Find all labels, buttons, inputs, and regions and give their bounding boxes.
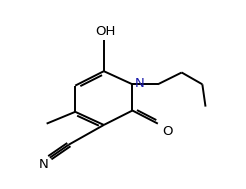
Text: O: O — [163, 125, 173, 138]
Text: N: N — [38, 158, 48, 171]
Text: OH: OH — [95, 25, 116, 38]
Text: N: N — [135, 77, 145, 90]
